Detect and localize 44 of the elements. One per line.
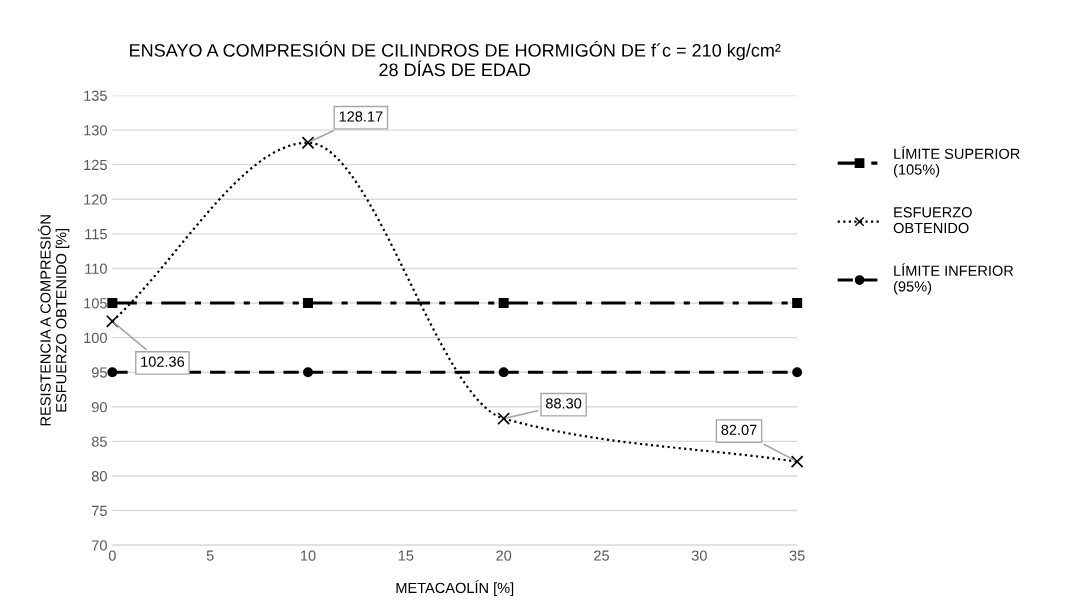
y-tick-label: 100 bbox=[84, 332, 107, 344]
y-tick-label: 110 bbox=[85, 263, 107, 274]
point bbox=[497, 412, 511, 425]
y-tick-label: 95 bbox=[91, 367, 107, 378]
data-label: 128.17 bbox=[339, 111, 383, 122]
chart-title: ENSAYO A COMPRESIÓN DE CILINDROS DE HORMIGÓN DE f´c = 210 kg/cm² 28 DÍAS DE EDAD bbox=[130, 40, 781, 77]
x-tick-label: 10 bbox=[301, 550, 316, 561]
data-label: 88.30 bbox=[545, 398, 582, 409]
point bbox=[303, 367, 314, 378]
y-tick-label: 115 bbox=[85, 229, 107, 240]
point bbox=[301, 136, 315, 150]
x-axis-title: METACAOLÍN [%] bbox=[396, 580, 514, 596]
y-tick-label: 80 bbox=[91, 471, 107, 482]
x-tick-label: 25 bbox=[594, 550, 609, 561]
x-tick-label: 30 bbox=[691, 550, 707, 561]
x-tick-label: 5 bbox=[206, 550, 214, 561]
y-tick-label: 130 bbox=[84, 125, 107, 136]
point bbox=[107, 298, 118, 309]
point bbox=[105, 314, 119, 328]
x-tick-label: 15 bbox=[398, 550, 414, 561]
data-label: 82.07 bbox=[721, 424, 757, 436]
point bbox=[303, 298, 314, 309]
x-tick-label: 20 bbox=[496, 550, 512, 561]
y-tick-label: 75 bbox=[92, 505, 107, 516]
legend-label: LÍMITE SUPERIOR (105%) bbox=[893, 146, 1020, 178]
point bbox=[498, 367, 509, 378]
y-tick-label: 120 bbox=[84, 194, 107, 205]
y-tick-label: 70 bbox=[92, 540, 107, 551]
legend-label: LÍMITE INFERIOR (95%) bbox=[893, 263, 1014, 295]
y-tick-label: 85 bbox=[91, 436, 107, 447]
y-tick-label: 90 bbox=[91, 401, 107, 413]
x-tick-label: 35 bbox=[789, 550, 805, 561]
point bbox=[792, 298, 803, 309]
y-tick-label: 135 bbox=[84, 90, 107, 101]
y-tick-label: 105 bbox=[84, 298, 107, 309]
point bbox=[498, 298, 509, 309]
point bbox=[792, 367, 803, 378]
legend-label: ESFUERZO OBTENIDO bbox=[893, 207, 972, 234]
point bbox=[790, 455, 804, 469]
y-tick-label: 125 bbox=[84, 159, 107, 171]
point bbox=[107, 367, 118, 378]
y-axis-title: RESISTENCIA A COMPRESIÓN ESFUERZO OBTENIDO [%] bbox=[37, 215, 70, 426]
data-label: 102.36 bbox=[141, 356, 185, 367]
x-tick-label: 0 bbox=[108, 550, 116, 561]
